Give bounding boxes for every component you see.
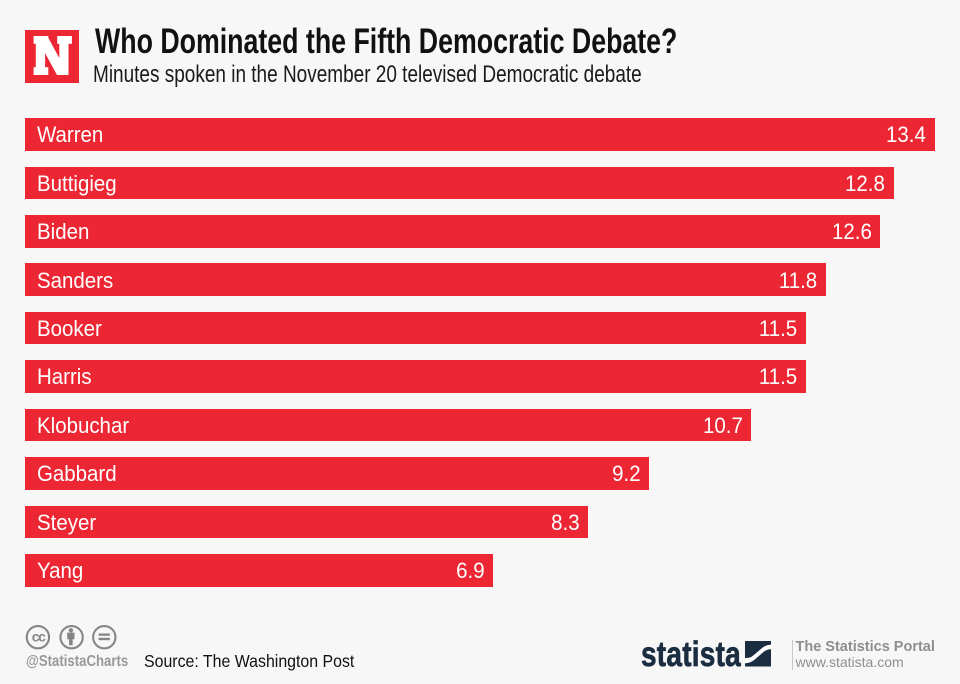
svg-text:cc: cc: [32, 629, 46, 645]
